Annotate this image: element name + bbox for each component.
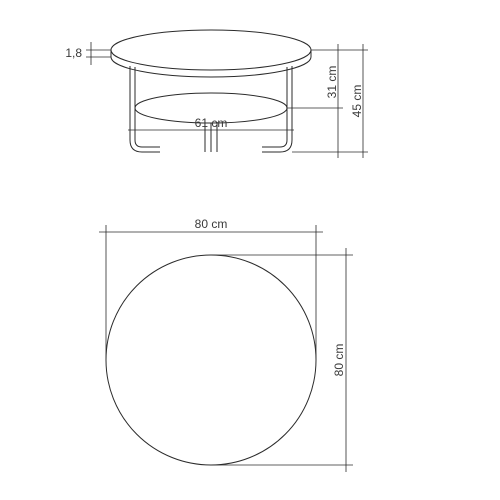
total-height-label: 45 cm (350, 85, 364, 118)
side-view: 1,8 61 cm 31 cm 45 cm (65, 30, 368, 158)
leg-left-inner (135, 67, 160, 147)
shelf-width-label: 61 cm (195, 116, 228, 130)
dimension-diagram: 1,8 61 cm 31 cm 45 cm (0, 0, 500, 500)
top-depth-label: 80 cm (332, 344, 346, 377)
dim-heights: 31 cm 45 cm (287, 44, 368, 158)
tabletop-edge (111, 50, 311, 77)
leg-right-inner (262, 67, 287, 147)
dim-top-width: 80 cm (99, 217, 323, 360)
top-view: 80 cm 80 cm (99, 217, 353, 472)
tabletop-ellipse (111, 30, 311, 70)
thickness-label: 1,8 (65, 46, 82, 60)
top-width-label: 80 cm (195, 217, 228, 231)
shelf-height-label: 31 cm (325, 66, 339, 99)
dim-thickness: 1,8 (65, 42, 111, 65)
dim-top-depth: 80 cm (211, 248, 353, 472)
top-circle (106, 255, 316, 465)
